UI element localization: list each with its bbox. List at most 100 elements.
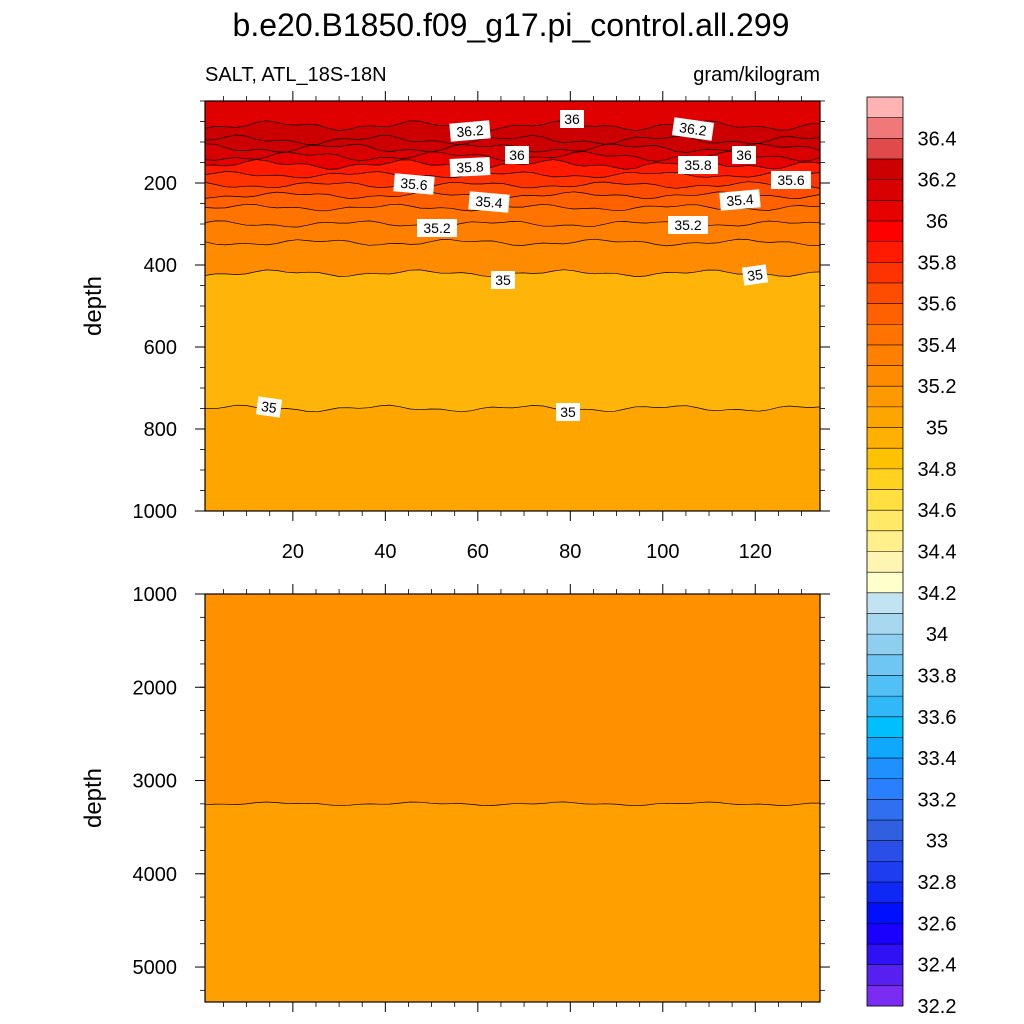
colorbar-label: 34.4 xyxy=(918,542,957,564)
colorbar-label: 33.8 xyxy=(918,665,957,687)
colorbar-swatch xyxy=(867,572,903,594)
colorbar-swatch xyxy=(867,448,903,470)
colorbar-label: 34 xyxy=(926,624,948,646)
contour-label-box xyxy=(505,146,529,164)
colorbar-swatch xyxy=(867,840,903,862)
colorbar-swatch xyxy=(867,551,903,573)
contour-label: 35.2 xyxy=(668,216,708,234)
contour-label-text: 36 xyxy=(736,147,752,163)
colorbar-label: 36.4 xyxy=(918,128,957,150)
colorbar-swatch xyxy=(867,158,903,180)
contour-label-text: 35 xyxy=(495,272,511,288)
colorbar-swatch xyxy=(867,758,903,780)
contour-label-box xyxy=(417,219,457,237)
colorbar-swatch xyxy=(867,282,903,304)
x-tick-label: 60 xyxy=(467,541,489,563)
contour-line-36 xyxy=(204,143,821,153)
upper-panel-contour-labels: 36.2 36 36.2 35.8 36 35.8 36 35.6 35.4 35.4 35.6 35… xyxy=(255,110,811,421)
colorbar-swatch xyxy=(867,820,903,842)
colorbar-swatch xyxy=(867,530,903,552)
contour-label-text: 35.4 xyxy=(475,193,504,211)
contour-label: 35 xyxy=(255,396,283,418)
colorbar-swatch xyxy=(867,241,903,263)
colorbar-swatch xyxy=(867,303,903,325)
colorbar-label: 35 xyxy=(926,418,948,440)
contour-label-box xyxy=(491,271,515,289)
colorbar-label: 32.4 xyxy=(918,955,957,977)
x-tick-label: 120 xyxy=(739,541,772,563)
contour-label-box xyxy=(678,156,718,174)
colorbar-label: 34.6 xyxy=(918,500,957,522)
variable-region-label: SALT, ATL_18S-18N xyxy=(205,64,387,86)
y-tick-label: 200 xyxy=(144,173,177,195)
colorbar-label: 32.6 xyxy=(918,913,957,935)
contour-label-text: 35 xyxy=(260,398,278,416)
contour-label: 35.8 xyxy=(449,156,491,178)
lower-y-axis-label: depth xyxy=(80,768,107,828)
contour-label-box xyxy=(449,156,491,178)
contour-label: 35.6 xyxy=(771,171,811,189)
units-label: gram/kilogram xyxy=(693,64,820,86)
colorbar: 36.4 36.2 36 35.8 35.6 35.4 35.2 35 34.8 34.6 34.4… xyxy=(866,96,957,1018)
colorbar-swatch xyxy=(867,778,903,800)
contour-label: 36 xyxy=(560,110,584,128)
colorbar-swatch xyxy=(867,97,903,118)
contour-label: 35 xyxy=(741,264,769,286)
colorbar-swatch xyxy=(867,386,903,408)
contour-label: 35.8 xyxy=(678,156,718,174)
colorbar-swatch xyxy=(867,737,903,759)
colorbar-swatch xyxy=(867,634,903,656)
contour-label-text: 36 xyxy=(509,147,525,163)
colorbar-swatch xyxy=(867,344,903,366)
colorbar-swatch xyxy=(867,716,903,738)
contour-label: 35.6 xyxy=(393,173,435,195)
contour-line-35.6 xyxy=(204,181,821,189)
colorbar-swatch xyxy=(867,799,903,821)
colorbar-swatch xyxy=(867,489,903,511)
colorbar-swatch xyxy=(867,696,903,718)
lower-panel-contours xyxy=(204,801,820,807)
contour-label-text: 35 xyxy=(746,266,764,284)
y-tick-label: 800 xyxy=(144,419,177,441)
upper-panel-axes: 200 400 600 800 1000 20 40 60 80 100 120 xyxy=(133,91,830,563)
contour-label-box xyxy=(719,189,761,211)
colorbar-swatch xyxy=(867,861,903,883)
contour-label-text: 35.2 xyxy=(674,217,701,233)
colorbar-label: 33.2 xyxy=(918,789,957,811)
contour-label-box xyxy=(449,120,491,142)
colorbar-label: 32.8 xyxy=(918,872,957,894)
contour-label: 35 xyxy=(556,403,580,421)
colorbar-swatch xyxy=(867,406,903,428)
colorbar-swatch xyxy=(867,944,903,965)
lower-panel-frame xyxy=(204,593,821,1003)
colorbar-label: 35.8 xyxy=(918,252,957,274)
contour-line-34.85 xyxy=(204,801,820,807)
x-tick-label: 20 xyxy=(282,541,304,563)
upper-y-axis-label: depth xyxy=(80,276,107,336)
contour-label-text: 36.2 xyxy=(678,119,707,139)
contour-label-box xyxy=(671,117,715,141)
contour-label-text: 36 xyxy=(564,111,580,127)
contour-band-34.95 xyxy=(205,405,820,511)
colorbar-swatch xyxy=(867,923,903,945)
colorbar-swatch xyxy=(867,427,903,449)
colorbar-label: 34.8 xyxy=(918,459,957,481)
contour-label-box xyxy=(556,403,580,421)
contour-label-text: 35.2 xyxy=(423,220,450,236)
contour-line-36.1 xyxy=(204,134,821,146)
chart-title: b.e20.B1850.f09_g17.pi_control.all.299 xyxy=(233,7,790,43)
contour-label-box xyxy=(393,173,435,195)
lower-panel-axes: 1000 2000 3000 4000 5000 xyxy=(133,584,830,1012)
contour-label-box xyxy=(732,146,756,164)
colorbar-swatch xyxy=(867,964,903,986)
contour-label-box xyxy=(560,110,584,128)
colorbar-swatch xyxy=(867,985,903,1007)
contour-label-text: 36.2 xyxy=(456,122,485,140)
colorbar-swatch xyxy=(867,262,903,284)
contour-label: 36 xyxy=(505,146,529,164)
colorbar-label: 33.6 xyxy=(918,707,957,729)
colorbar-swatch xyxy=(867,324,903,346)
x-tick-label: 40 xyxy=(374,541,396,563)
contour-label-text: 35.6 xyxy=(400,175,429,193)
